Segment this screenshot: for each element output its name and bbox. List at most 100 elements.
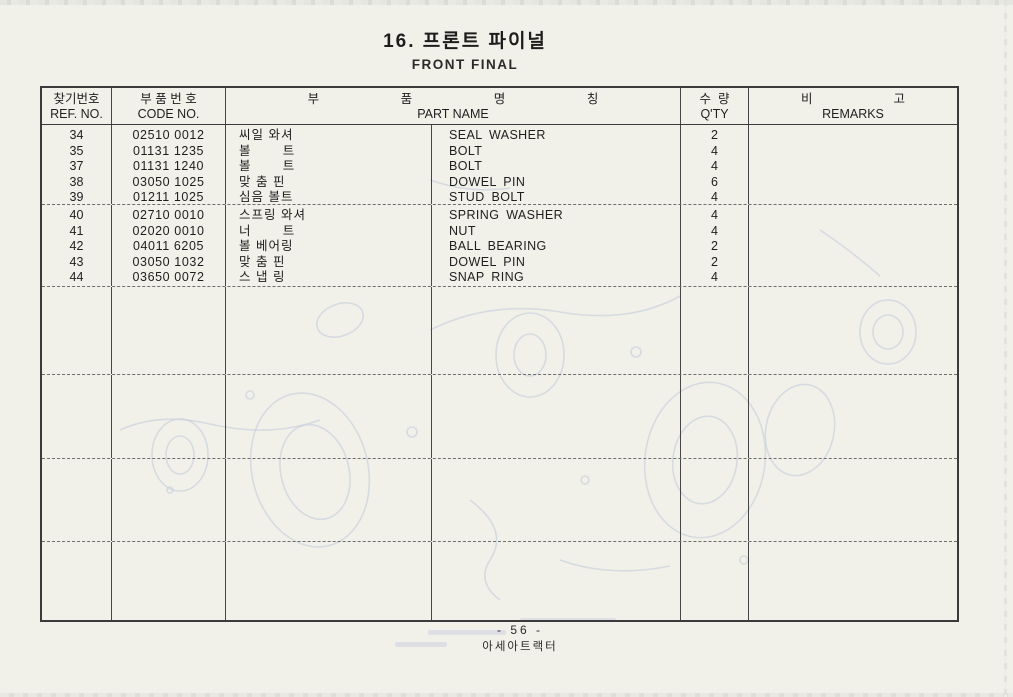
qty-cell: 2 — [711, 254, 718, 269]
remarks-column — [749, 287, 957, 374]
scan-right-edge-artifact — [1004, 0, 1007, 697]
table-empty-group — [42, 286, 957, 374]
ref-no-cell: 37 — [69, 159, 84, 174]
part-name-kr-cell: 스 냅 링 — [239, 270, 286, 285]
col-header-name-en: PART NAME — [417, 106, 489, 121]
remarks-column — [749, 125, 957, 204]
part-name-en-cell: SEAL WASHER — [449, 128, 546, 142]
part-name-en-cell: STUD BOLT — [449, 190, 525, 204]
col-header-part-name: 부 품 명 칭 PART NAME — [226, 88, 681, 124]
part-name-en-column: SPRING WASHER NUT BALL BEARING DOWEL PIN… — [432, 205, 681, 286]
ref-no-column: 34 35 37 38 39 — [42, 125, 112, 204]
code-no-cell: 01131 1240 — [132, 159, 205, 174]
part-name-kr-column — [226, 459, 432, 541]
col-header-ref-en: REF. NO. — [50, 106, 103, 121]
ref-no-cell: 41 — [69, 223, 84, 238]
qty-cell: 4 — [711, 208, 718, 222]
table-empty-group — [42, 541, 957, 620]
ref-no-cell: 42 — [69, 239, 84, 254]
code-no-column — [112, 375, 226, 458]
page-header: 16. 프론트 파이널 FRONT FINAL — [0, 26, 930, 72]
code-no-column: 02710 0010 02020 0010 04011 6205 03050 1… — [112, 205, 226, 286]
part-name-en-cell: NUT — [449, 223, 476, 238]
part-name-en-cell: BALL BEARING — [449, 239, 547, 254]
remarks-column — [749, 205, 957, 286]
qty-cell: 4 — [711, 223, 718, 238]
code-no-column: 02510 0012 01131 1235 01131 1240 03050 1… — [112, 125, 226, 204]
company-name: 아세아트랙터 — [482, 641, 558, 653]
part-name-kr-column: 스프링 와셔 너 트 볼 베어링 맞 춤 핀 스 냅 링 — [226, 205, 432, 286]
col-header-qty-kr: 수 량 — [699, 91, 730, 106]
table-empty-group — [42, 458, 957, 541]
part-name-en-column — [432, 542, 681, 620]
part-name-kr-column — [226, 542, 432, 620]
code-no-column — [112, 459, 226, 541]
ref-no-cell: 39 — [69, 190, 84, 204]
table-empty-group — [42, 374, 957, 458]
part-name-kr-cell: 스프링 와셔 — [239, 208, 306, 222]
part-name-kr-column: 씨일 와셔 볼 트 볼 트 맞 춤 핀 심음 볼트 — [226, 125, 432, 204]
table-row-group-1: 34 35 37 38 39 02510 0012 01131 1235 011… — [42, 125, 957, 204]
code-no-cell: 04011 6205 — [132, 239, 205, 254]
ref-no-cell: 34 — [69, 128, 84, 142]
qty-cell: 4 — [711, 270, 718, 285]
qty-cell: 4 — [711, 159, 718, 174]
code-no-cell: 02020 0010 — [132, 223, 205, 238]
code-no-cell: 01211 1025 — [132, 190, 205, 204]
part-name-kr-cell: 심음 볼트 — [239, 190, 294, 204]
qty-cell: 6 — [711, 174, 718, 189]
part-name-en-cell: BOLT — [449, 159, 483, 174]
part-name-en-column — [432, 287, 681, 374]
qty-column: 2 4 4 6 4 — [681, 125, 749, 204]
remarks-column — [749, 542, 957, 620]
ref-no-column — [42, 287, 112, 374]
qty-cell: 4 — [711, 190, 718, 204]
ref-no-cell: 43 — [69, 254, 84, 269]
qty-cell: 2 — [711, 239, 718, 254]
col-header-code-no: 부 품 번 호 CODE NO. — [112, 88, 226, 124]
parts-table: 찾기번호 REF. NO. 부 품 번 호 CODE NO. 부 품 명 칭 P… — [40, 86, 959, 622]
col-header-remarks-en: REMARKS — [822, 106, 884, 121]
part-name-kr-cell: 맞 춤 핀 — [239, 174, 286, 189]
ref-no-cell: 40 — [69, 208, 84, 222]
col-header-remarks-kr: 비 고 — [801, 91, 905, 106]
code-no-cell: 03050 1025 — [132, 174, 205, 189]
ref-no-column — [42, 375, 112, 458]
qty-column — [681, 542, 749, 620]
part-name-en-column: SEAL WASHER BOLT BOLT DOWEL PIN STUD BOL… — [432, 125, 681, 204]
ref-no-column: 40 41 42 43 44 — [42, 205, 112, 286]
scan-top-edge-artifact — [0, 0, 1013, 5]
scan-bottom-edge-artifact — [0, 693, 1013, 697]
code-no-cell: 02510 0012 — [132, 128, 205, 142]
qty-cell: 4 — [711, 143, 718, 158]
part-name-en-cell: BOLT — [449, 143, 483, 158]
qty-column — [681, 459, 749, 541]
qty-column: 4 4 2 2 4 — [681, 205, 749, 286]
code-no-column — [112, 542, 226, 620]
qty-column — [681, 287, 749, 374]
col-header-code-en: CODE NO. — [137, 106, 200, 121]
page-title: 16. 프론트 파이널 — [383, 31, 547, 52]
col-header-ref-no: 찾기번호 REF. NO. — [42, 88, 112, 124]
qty-cell: 2 — [711, 128, 718, 142]
part-name-kr-cell: 볼 트 — [239, 143, 296, 158]
part-name-kr-cell: 볼 베어링 — [239, 239, 294, 254]
part-name-en-column — [432, 459, 681, 541]
part-name-kr-cell: 너 트 — [239, 223, 296, 238]
col-header-ref-kr: 찾기번호 — [53, 91, 100, 106]
code-no-cell: 02710 0010 — [132, 208, 205, 222]
col-header-qty: 수 량 Q'TY — [681, 88, 749, 124]
col-header-name-kr: 부 품 명 칭 — [307, 91, 599, 106]
ref-no-cell: 44 — [69, 270, 84, 285]
ref-no-column — [42, 542, 112, 620]
part-name-kr-cell: 씨일 와셔 — [239, 128, 294, 142]
part-name-kr-cell: 맞 춤 핀 — [239, 254, 286, 269]
page-number: - 56 - — [496, 623, 543, 637]
ref-no-cell: 38 — [69, 174, 84, 189]
part-name-kr-column — [226, 375, 432, 458]
code-no-cell: 01131 1235 — [132, 143, 205, 158]
ref-no-cell: 35 — [69, 143, 84, 158]
col-header-code-kr: 부 품 번 호 — [140, 91, 197, 106]
table-header-row: 찾기번호 REF. NO. 부 품 번 호 CODE NO. 부 품 명 칭 P… — [42, 88, 957, 125]
ref-no-column — [42, 459, 112, 541]
